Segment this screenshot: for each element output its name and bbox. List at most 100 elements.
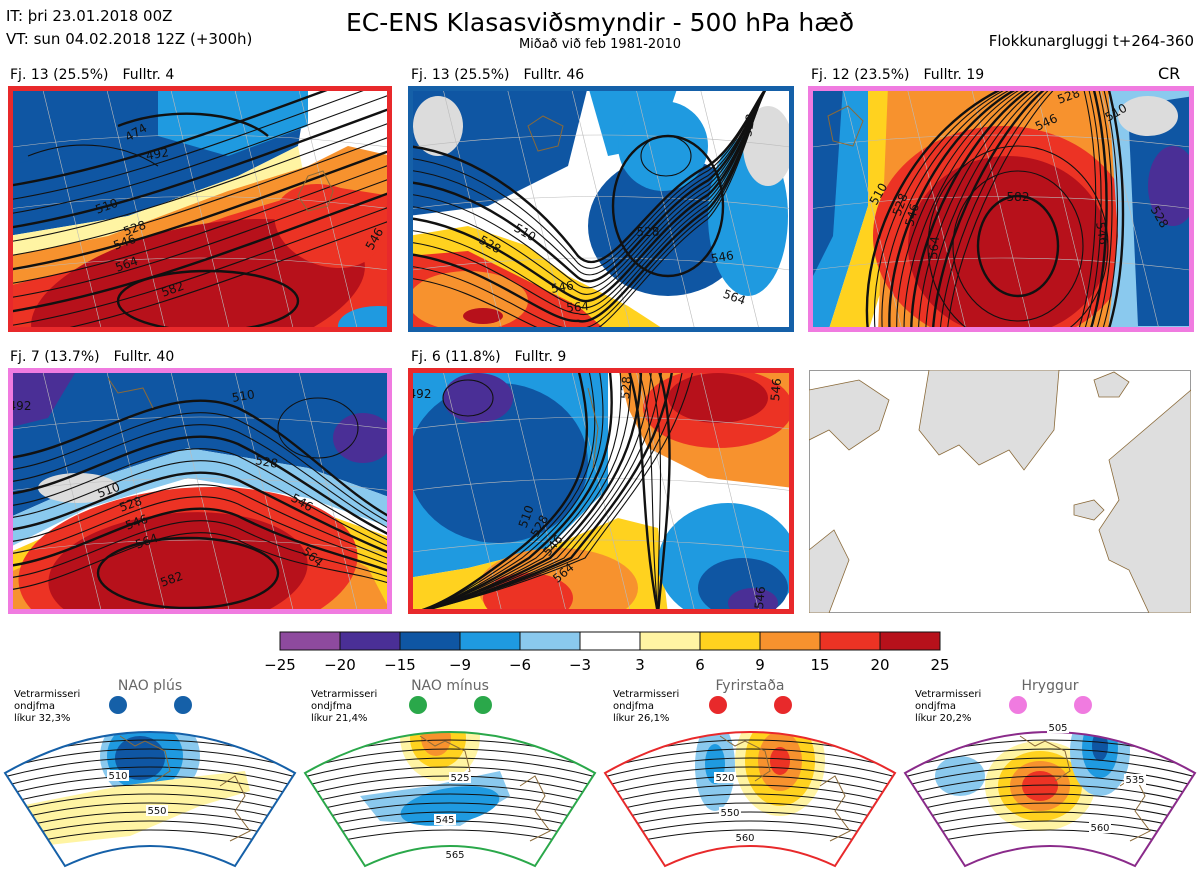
- height-contour: [5, 748, 295, 770]
- height-contour: [917, 86, 1040, 332]
- height-contour: [905, 802, 1195, 824]
- contour-label: 546: [550, 278, 575, 296]
- graticule-line: [570, 86, 632, 332]
- contour-label: 528: [618, 376, 634, 400]
- colorbar-tick-label: 3: [635, 656, 645, 674]
- contour-label: 546: [1093, 221, 1111, 246]
- graticule-line: [635, 368, 696, 614]
- height-contour: [8, 532, 392, 591]
- colorbar-tick-label: 15: [810, 656, 829, 674]
- cr-label: CR: [1158, 64, 1181, 83]
- contour-label: 528: [254, 453, 279, 471]
- fan-border: [903, 731, 1197, 868]
- contour-label: 582: [1007, 190, 1030, 204]
- graticule-line: [233, 86, 295, 332]
- height-contour: [27, 144, 159, 167]
- anomaly-center: [728, 588, 778, 614]
- regime-3-probability: líkur 26,1%: [613, 713, 670, 724]
- height-contour: [408, 368, 588, 614]
- anomaly-center: [443, 373, 513, 423]
- regime-dot: [1074, 696, 1092, 714]
- height-contour: [881, 86, 1018, 332]
- height-contour: [8, 177, 392, 299]
- contour-label-bg: [434, 814, 456, 825]
- empty-land-map: [809, 370, 1191, 613]
- anomaly-center: [770, 747, 790, 775]
- regime-dot: [109, 696, 127, 714]
- coastline: [297, 170, 334, 212]
- contour-label-bg: [449, 772, 471, 783]
- fan-content: [5, 732, 295, 866]
- height-contour: [605, 793, 895, 815]
- contour-label: 528: [637, 225, 660, 239]
- regime-1-note-line: Vetrarmisseri: [14, 689, 81, 700]
- regime-3-note: Vetrarmisseri ondjfma líkur 26,1%: [613, 689, 679, 725]
- colorbar-segment: [819, 631, 881, 651]
- height-contour: [8, 93, 392, 215]
- colorbar-segment: [459, 631, 521, 651]
- regime-1-probability: líkur 32,3%: [14, 713, 71, 724]
- contour-label-bg: [734, 832, 756, 843]
- regime-4-note: Vetrarmisseri ondjfma líkur 20,2%: [915, 689, 981, 725]
- canada-land: [809, 379, 890, 451]
- contour-label: 560: [1090, 823, 1109, 834]
- fan-border: [303, 731, 597, 868]
- regime-title: NAO plús: [118, 678, 182, 694]
- height-contour: [305, 766, 595, 788]
- chart-subtitle: Miðað við feb 1981-2010: [518, 37, 682, 52]
- height-contour: [905, 784, 1195, 806]
- contour-label: 528: [740, 113, 758, 138]
- colorbar-segment: [879, 631, 941, 651]
- height-contour: [1077, 86, 1097, 332]
- height-contour: [8, 121, 392, 243]
- height-contour: [408, 86, 769, 276]
- panel-2-label: Fj. 13 (25.5%) Fulltr. 46: [411, 67, 584, 83]
- panel-4-representative: Fulltr. 40: [113, 349, 175, 365]
- colorbar-tick-label: −15: [384, 656, 416, 674]
- height-contour: [442, 379, 494, 417]
- height-contour: [888, 86, 1023, 332]
- colorbar-tick-label: −25: [264, 656, 296, 674]
- height-contour: [905, 766, 1195, 788]
- graticule-line: [906, 86, 967, 332]
- europe-land: [1098, 389, 1191, 613]
- height-contour: [976, 194, 1060, 298]
- regime-dot: [709, 696, 727, 714]
- colorbar-segment: [699, 631, 761, 651]
- regime-dot: [174, 696, 192, 714]
- height-contour: [408, 86, 769, 303]
- panel-3-frequency: Fj. 12 (23.5%): [811, 67, 910, 83]
- anomaly-center: [421, 732, 451, 756]
- height-contour: [408, 86, 769, 283]
- contour-label: 564: [566, 299, 590, 315]
- height-contour: [8, 507, 392, 574]
- regime-title: Fyrirstaða: [716, 678, 785, 694]
- panel-3-representative: Fulltr. 19: [923, 67, 985, 83]
- contour-label-bg: [714, 772, 736, 783]
- regime-dot: [409, 696, 427, 714]
- height-contour: [8, 496, 392, 567]
- anomaly-center: [618, 101, 708, 191]
- positive-anomaly-center: [908, 156, 1108, 332]
- negative-anomaly: [8, 448, 392, 548]
- height-contour: [8, 135, 392, 257]
- height-contour: [605, 757, 895, 779]
- height-contour: [408, 86, 769, 332]
- height-contour: [925, 86, 1045, 332]
- graticule-line: [297, 368, 359, 614]
- regime-4-note-line: Vetrarmisseri: [915, 689, 982, 700]
- graticule-line: [8, 478, 392, 492]
- colorbar-segment: [519, 631, 581, 651]
- colorbar-tick-label: −6: [509, 656, 531, 674]
- height-contour: [8, 163, 392, 285]
- contour-label: 510: [108, 771, 127, 782]
- contour-label: 525: [450, 773, 469, 784]
- contour-label-bg: [444, 849, 466, 860]
- contour-label: 546: [768, 378, 784, 402]
- graticule-line: [808, 257, 1194, 271]
- height-contour: [8, 205, 392, 327]
- height-contour: [117, 112, 269, 137]
- height-contour: [8, 148, 392, 272]
